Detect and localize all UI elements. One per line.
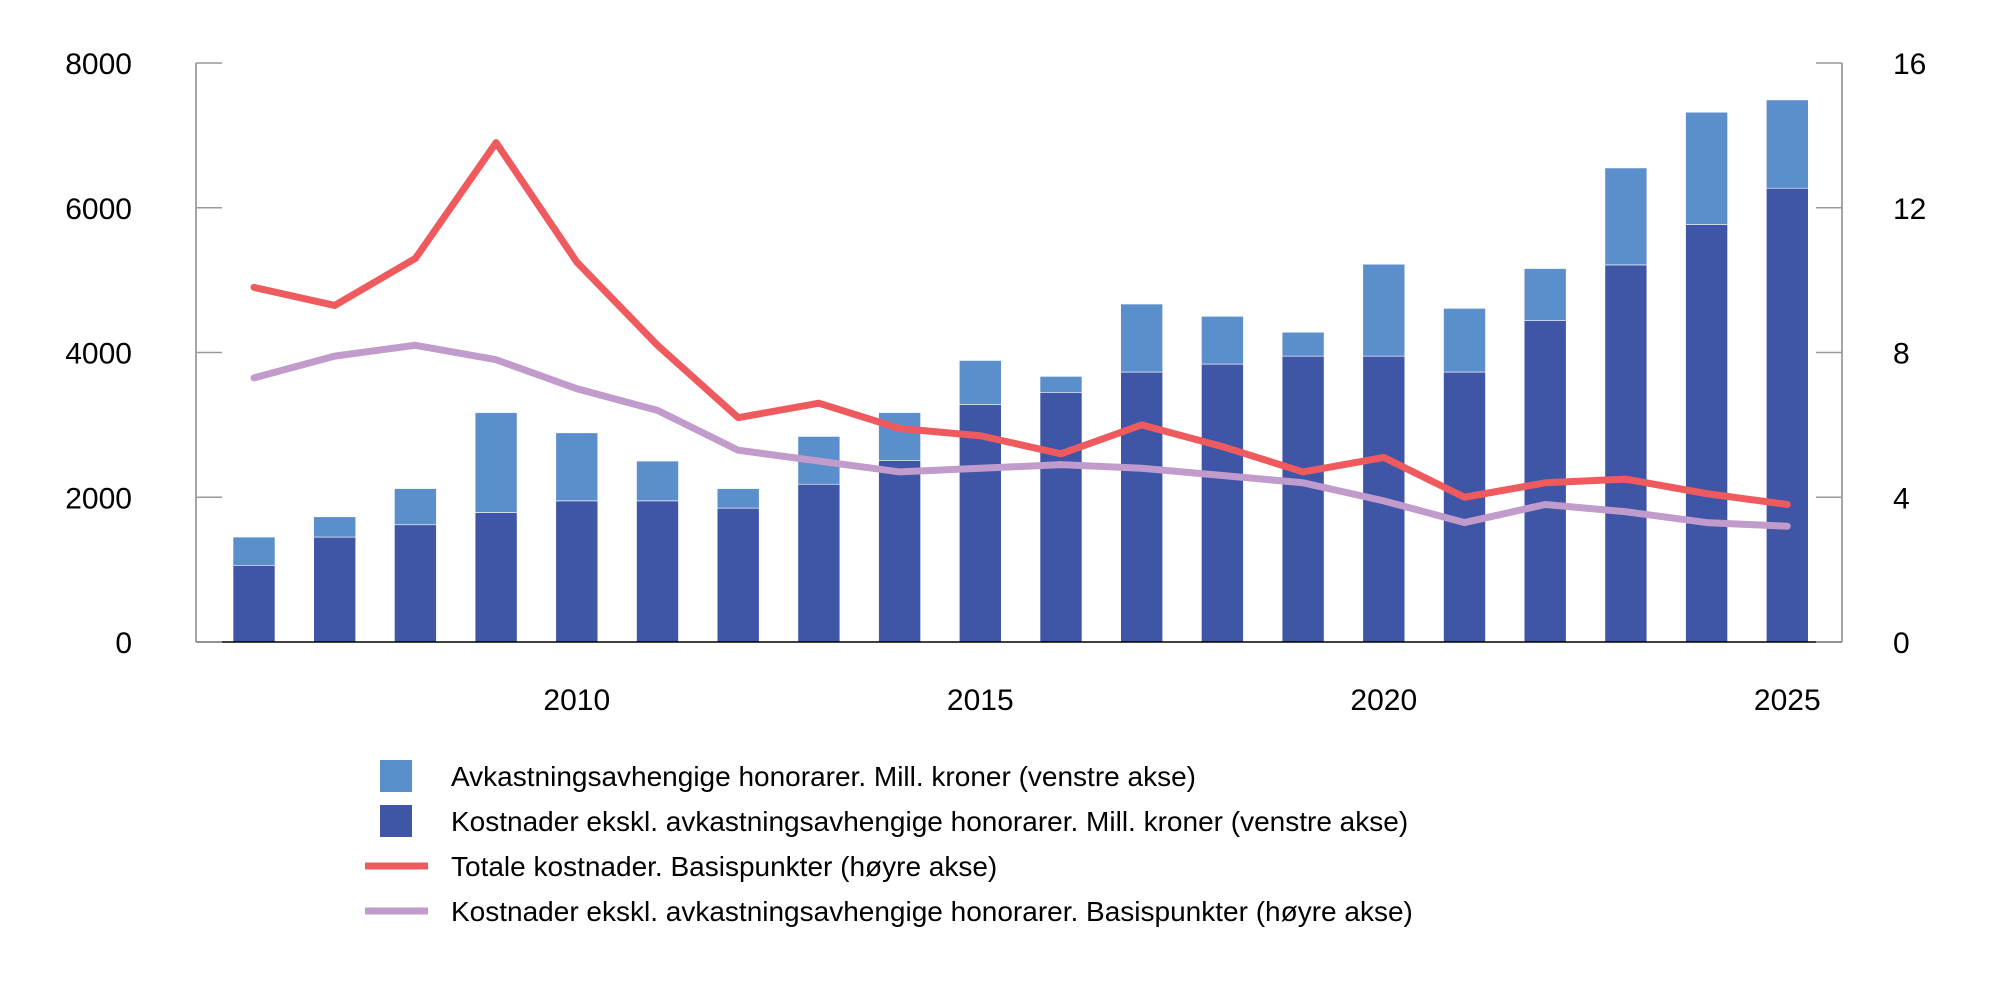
line-series-1 — [250, 139, 1791, 508]
legend-swatch — [380, 760, 412, 792]
left-tick-label: 6000 — [65, 193, 132, 226]
x-tick-label: 2015 — [947, 684, 1014, 717]
legend-swatch — [380, 805, 412, 837]
bar-fee-2019 — [1281, 331, 1325, 357]
legend: Avkastningsavhengige honorarer. Mill. kr… — [365, 760, 1413, 927]
bar-base-2010 — [555, 500, 599, 643]
bar-fee-2011 — [636, 460, 679, 502]
bar-base-2009 — [474, 512, 518, 643]
bar-base-2024 — [1685, 224, 1728, 643]
bar-fee-2012 — [716, 488, 760, 509]
right-tick-label: 8 — [1893, 338, 1910, 371]
bar-base-2021 — [1443, 371, 1486, 643]
x-tick-label: 2025 — [1754, 684, 1821, 717]
legend-label: Avkastningsavhengige honorarer. Mill. kr… — [451, 761, 1196, 792]
bar-base-2008 — [394, 524, 437, 643]
left-tick-label: 2000 — [65, 482, 132, 515]
bar-fee-2025 — [1766, 99, 1809, 189]
left-tick-label: 4000 — [65, 338, 132, 371]
right-tick-label: 4 — [1893, 482, 1910, 515]
legend-label: Kostnader ekskl. avkastningsavhengige ho… — [451, 806, 1408, 837]
bars-layer — [232, 99, 1809, 643]
tick-labels: 0 2000 4000 6000 8000 0 4 8 12 16 2010 2015 2020 2025 — [65, 48, 1926, 717]
bar-fee-2017 — [1120, 303, 1163, 373]
left-tick-label: 8000 — [65, 48, 132, 81]
bar-fee-2010 — [555, 432, 599, 502]
bar-fee-2009 — [474, 412, 518, 513]
x-tick-label: 2010 — [543, 684, 610, 717]
bar-fee-2006 — [232, 536, 276, 566]
bar-fee-2021 — [1443, 308, 1486, 373]
bar-base-2007 — [313, 536, 357, 643]
bar-fee-2014 — [878, 412, 921, 461]
bar-base-2014 — [878, 460, 921, 643]
bar-base-2011 — [636, 500, 679, 643]
right-tick-label: 0 — [1893, 627, 1910, 660]
bar-fee-2015 — [958, 360, 1002, 405]
bar-fee-2016 — [1039, 376, 1083, 393]
lines-layer — [250, 139, 1791, 530]
bar-base-2019 — [1281, 355, 1325, 643]
bar-fee-2023 — [1604, 167, 1648, 266]
left-tick-label: 0 — [115, 627, 132, 660]
x-tick-label: 2020 — [1350, 684, 1417, 717]
bar-fee-2024 — [1685, 111, 1728, 225]
bar-fee-2022 — [1523, 268, 1567, 321]
bar-base-2023 — [1604, 264, 1648, 643]
bar-fee-2018 — [1201, 316, 1244, 365]
bar-base-2016 — [1039, 392, 1083, 643]
bar-fee-2007 — [313, 516, 357, 538]
legend-label: Totale kostnader. Basispunkter (høyre ak… — [451, 851, 997, 882]
right-tick-label: 12 — [1893, 193, 1926, 226]
bar-base-2017 — [1120, 371, 1163, 643]
bar-base-2006 — [232, 564, 276, 643]
right-tick-label: 16 — [1893, 48, 1926, 81]
bar-base-2018 — [1201, 363, 1244, 643]
legend-label: Kostnader ekskl. avkastningsavhengige ho… — [451, 896, 1413, 927]
bar-base-2025 — [1766, 187, 1809, 643]
bar-base-2013 — [797, 483, 841, 643]
axes — [195, 62, 1843, 643]
bar-fee-2008 — [394, 488, 437, 526]
bar-fee-2020 — [1362, 263, 1406, 357]
line-series-2 — [250, 341, 1791, 530]
bar-base-2015 — [958, 404, 1002, 643]
bar-base-2012 — [716, 507, 760, 643]
